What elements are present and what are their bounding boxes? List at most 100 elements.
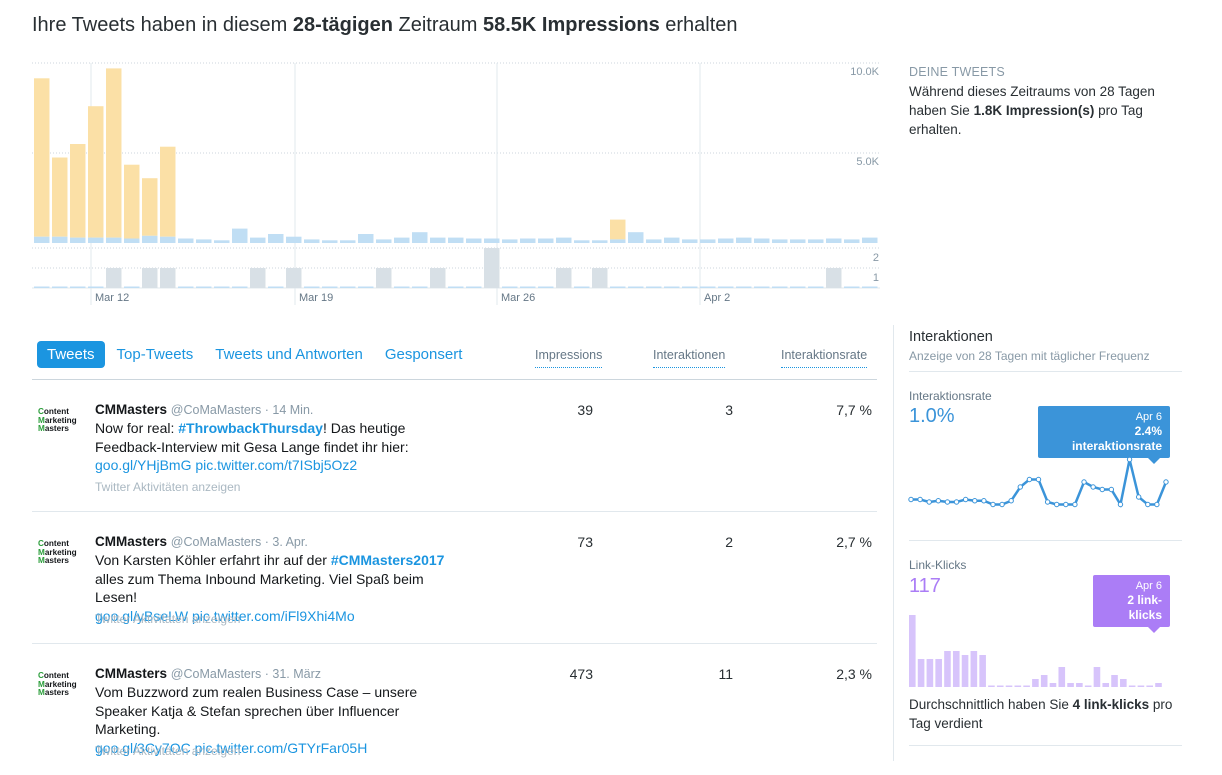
author-name[interactable]: CMMasters bbox=[95, 534, 168, 549]
impressions-bar bbox=[502, 239, 518, 243]
interaction-rate-point bbox=[1108, 486, 1115, 493]
interaction-rate-point bbox=[1135, 494, 1142, 500]
link-clicks-bar bbox=[952, 651, 960, 687]
link-clicks-bar bbox=[926, 659, 934, 687]
view-activity-link[interactable]: Twitter Aktivitäten anzeigen bbox=[95, 744, 241, 758]
x-tick-label: Mar 26 bbox=[501, 292, 535, 304]
hashtag-link[interactable]: #ThrowbackThursday bbox=[178, 420, 323, 436]
tweet-row[interactable]: Content Marketing Masters CMMasters @CoMaM… bbox=[32, 644, 877, 775]
avg-value: 4 link-klicks bbox=[1072, 697, 1150, 712]
link-clicks-bar bbox=[944, 651, 951, 687]
interaction-rate-point bbox=[1154, 501, 1160, 508]
interaction-rate-point bbox=[944, 499, 951, 505]
impressions-chart: 10.0K 5.0K 2 1 Mar 12 Mar 19 Mar 26 Apr 2 bbox=[32, 62, 880, 305]
author-handle[interactable]: @CoMaMasters · 31. März bbox=[170, 667, 322, 681]
impressions-bar bbox=[322, 240, 338, 243]
column-impressions[interactable]: Impressions bbox=[535, 348, 603, 368]
link-clicks-bar bbox=[1146, 685, 1154, 687]
tweet-tabs: Tweets Top-Tweets Tweets und Antworten G… bbox=[37, 341, 484, 368]
your-tweets-text: pro Tag erhalten. bbox=[909, 103, 1143, 137]
engagement-bar bbox=[358, 286, 374, 288]
engagement-bar bbox=[502, 286, 518, 288]
impressions-bar bbox=[412, 232, 428, 243]
x-tick-label: Mar 19 bbox=[299, 292, 333, 304]
link-clicks-bar bbox=[1111, 675, 1118, 687]
impressions-bar bbox=[484, 238, 500, 243]
tweet-row[interactable]: Content Marketing Masters CMMasters @CoMaM… bbox=[32, 512, 877, 644]
link-clicks-bar bbox=[1040, 675, 1048, 687]
impressions-bar bbox=[700, 239, 716, 243]
logo-text: arketing bbox=[44, 679, 77, 689]
logo-text: M bbox=[38, 556, 45, 566]
engagement-bar bbox=[466, 286, 482, 288]
link-clicks-bar bbox=[1067, 683, 1074, 687]
impressions-bar bbox=[628, 232, 644, 243]
tweet-text-part: ! Das heutige Feedback-Interview mit Ges… bbox=[95, 420, 409, 455]
your-tweets-summary: DEINE TWEETS Während dieses Zeitraums vo… bbox=[909, 63, 1189, 139]
impressions-bar bbox=[790, 239, 806, 243]
tweet-pic-link[interactable]: pic.twitter.com/t7ISbj5Oz2 bbox=[195, 457, 358, 473]
author-name[interactable]: CMMasters bbox=[95, 402, 168, 417]
your-tweets-value: 1.8K Impression(s) bbox=[973, 103, 1095, 118]
engagement-bar bbox=[556, 268, 572, 288]
tweet-text-part: Now for real: bbox=[95, 420, 179, 436]
tab-top-tweets[interactable]: Top-Tweets bbox=[116, 346, 194, 363]
logo-text: C bbox=[38, 539, 44, 548]
engagement-bar bbox=[592, 268, 608, 288]
tweet-row[interactable]: Content Marketing Masters CMMasters @CoMaM… bbox=[32, 380, 877, 512]
tweet-pic-link[interactable]: pic.twitter.com/iFl9Xhi4Mo bbox=[192, 607, 355, 624]
tab-tweets[interactable]: Tweets bbox=[37, 341, 105, 368]
author-name[interactable]: CMMasters bbox=[95, 666, 168, 681]
interaction-rate-point bbox=[972, 498, 978, 504]
link-clicks-bar bbox=[979, 655, 986, 687]
organic-impressions-bar bbox=[142, 178, 158, 236]
link-clicks-bar bbox=[970, 651, 978, 687]
link-clicks-bar bbox=[961, 655, 969, 687]
impressions-bar bbox=[52, 236, 68, 243]
engagement-bar bbox=[862, 286, 878, 288]
column-interactions[interactable]: Interaktionen bbox=[653, 348, 726, 368]
link-clicks-bar bbox=[1005, 685, 1013, 687]
interaction-rate-point bbox=[1044, 499, 1051, 505]
tweet-interaction-rate: 7,7 % bbox=[836, 402, 872, 418]
tweet-pic-link[interactable]: pic.twitter.com/GTYrFar05H bbox=[194, 739, 368, 756]
tweet-link[interactable]: goo.gl/3Cy7OC bbox=[95, 739, 191, 756]
engagement-bar bbox=[232, 286, 248, 288]
organic-impressions-bar bbox=[34, 78, 50, 237]
impressions-bar bbox=[160, 236, 176, 243]
link-clicks-bar bbox=[1023, 685, 1030, 687]
headline-text: Zeitraum bbox=[392, 14, 483, 36]
impressions-bar bbox=[340, 240, 356, 243]
tweet-text-part: alles zum Thema Inbound Marketing. Viel … bbox=[95, 570, 424, 606]
engagement-bar bbox=[142, 268, 158, 288]
tweet-meta: CMMasters @CoMaMasters · 31. März bbox=[95, 666, 321, 681]
link-clicks-bar bbox=[1102, 683, 1110, 687]
interaction-rate-point bbox=[1163, 479, 1169, 485]
interaction-rate-point bbox=[1099, 486, 1105, 493]
impressions-bar bbox=[34, 236, 50, 243]
interaction-rate-point bbox=[1090, 484, 1096, 490]
view-activity-link[interactable]: Twitter Aktivitäten anzeigen bbox=[95, 612, 241, 626]
y-tick-label: 1 bbox=[873, 272, 879, 284]
column-interaction-rate[interactable]: Interaktionsrate bbox=[781, 348, 868, 368]
author-handle[interactable]: @CoMaMasters · 14 Min. bbox=[170, 403, 314, 417]
engagement-bar bbox=[70, 286, 86, 288]
tweet-impressions: 39 bbox=[577, 402, 593, 418]
tab-tweets-and-replies[interactable]: Tweets und Antworten bbox=[215, 346, 363, 363]
interaction-rate-point bbox=[1008, 498, 1014, 504]
link-clicks-bar bbox=[917, 659, 925, 687]
author-handle[interactable]: @CoMaMasters · 3. Apr. bbox=[170, 535, 308, 549]
engagement-bar bbox=[250, 268, 266, 288]
view-activity-link[interactable]: Twitter Aktivitäten anzeigen bbox=[95, 480, 241, 494]
engagement-bar bbox=[268, 286, 284, 288]
tab-sponsored[interactable]: Gesponsert bbox=[384, 346, 463, 363]
impressions-bar bbox=[88, 237, 104, 243]
impressions-bar bbox=[250, 237, 266, 243]
link-clicks-bar bbox=[988, 685, 995, 687]
interaction-rate-point bbox=[1026, 476, 1033, 483]
tweet-link[interactable]: goo.gl/yBseLW bbox=[95, 607, 189, 624]
hashtag-link[interactable]: #CMMasters2017 bbox=[330, 552, 445, 568]
logo-text: M bbox=[38, 547, 45, 557]
tweet-link[interactable]: goo.gl/YHjBmG bbox=[95, 457, 192, 473]
interaction-rate-point bbox=[1063, 501, 1069, 508]
